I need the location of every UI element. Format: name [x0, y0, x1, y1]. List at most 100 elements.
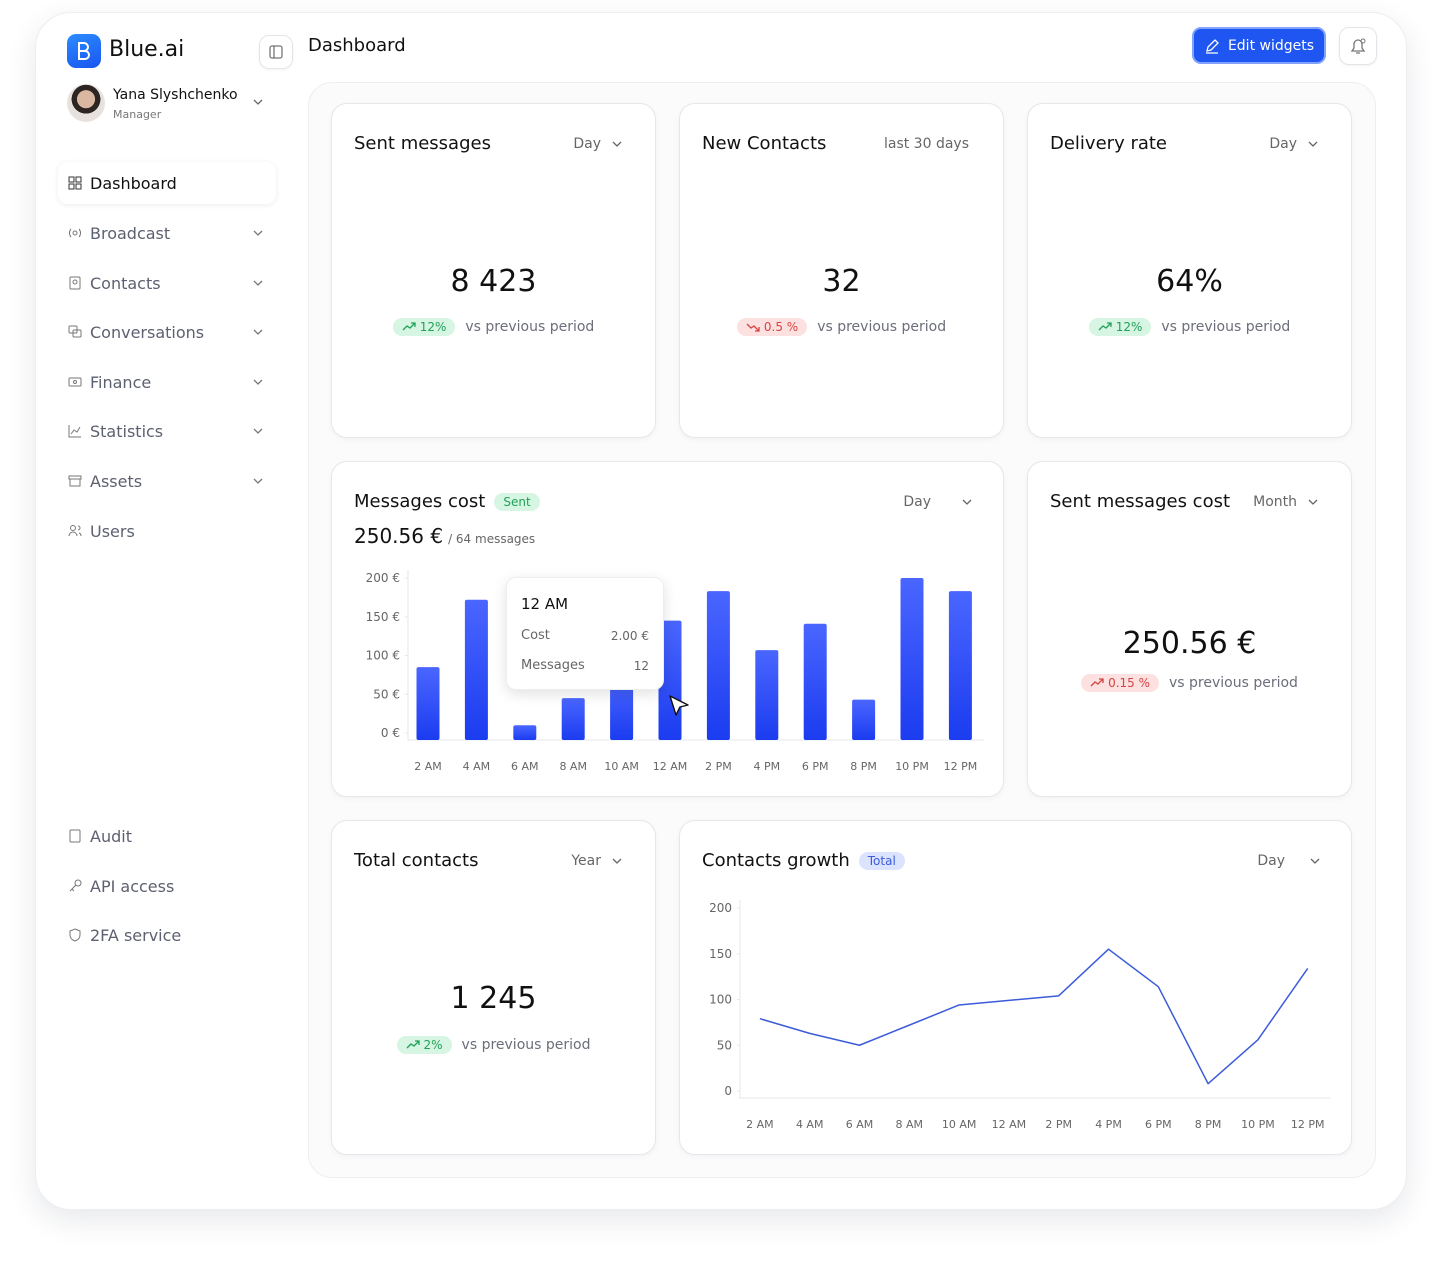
nav-icon: [69, 928, 81, 942]
widget-card: Messages cost Sent Day 250.56 € / 64 messa…: [331, 461, 1004, 797]
badge: Total: [858, 851, 905, 870]
nav-icon: [69, 879, 82, 892]
change-note: vs previous period: [465, 319, 595, 335]
cost-total: 250.56 €: [354, 524, 444, 548]
widget-title: Total contacts: [354, 850, 479, 871]
nav-item[interactable]: 2FA service: [58, 914, 276, 956]
nav-item[interactable]: Users: [58, 510, 276, 552]
period-label: Day: [1257, 853, 1285, 869]
tooltip-value: 12: [633, 659, 649, 673]
nav-label: Dashboard: [90, 173, 177, 193]
change-row: 12% vs previous period: [332, 318, 655, 336]
metric-value: 64%: [1156, 264, 1223, 299]
change-note: vs previous period: [461, 1037, 591, 1053]
widget-title: Contacts growth Total: [702, 850, 905, 871]
period-label: Day: [573, 136, 601, 152]
change-pill: 0.15 %: [1081, 674, 1159, 692]
nav-label: API access: [90, 876, 175, 896]
widget-card: Sent messages Day 8 423 12% vs previous p…: [331, 103, 656, 438]
change-note: vs previous period: [1161, 319, 1291, 335]
change-pill: 0.5 %: [736, 318, 808, 336]
widget-title: Delivery rate: [1050, 133, 1167, 154]
nav-icon: [68, 475, 82, 487]
user-menu-chevron[interactable]: [252, 96, 264, 108]
trend-down-icon: [746, 323, 760, 332]
user-role: Manager: [113, 108, 162, 121]
notifications-button[interactable]: [1339, 27, 1377, 65]
metric-value: 8 423: [450, 264, 537, 299]
avatar: [67, 84, 105, 122]
nav-item[interactable]: Contacts: [58, 262, 276, 304]
nav-item[interactable]: API access: [58, 865, 276, 907]
widget-title: Sent messages cost: [1050, 491, 1230, 512]
change-row: 2% vs previous period: [332, 1036, 655, 1054]
widget-title: Sent messages: [354, 133, 491, 154]
trend-up-icon: [406, 1040, 420, 1049]
chevron: [1310, 858, 1320, 864]
nav-label: Broadcast: [90, 223, 171, 243]
change-row: 0.5 % vs previous period: [680, 318, 1003, 336]
nav-item[interactable]: Broadcast: [58, 212, 276, 254]
period-select[interactable]: Year: [571, 853, 623, 869]
widget-title: New Contacts: [702, 133, 826, 154]
tooltip-title: 12 AM: [521, 595, 569, 613]
chevron: [253, 329, 263, 335]
title-text: New Contacts: [702, 133, 827, 154]
metric-value: 1 245: [450, 981, 537, 1016]
collapse-button[interactable]: [259, 35, 293, 69]
title-text: Contacts growth: [702, 850, 850, 871]
chevron: [962, 499, 972, 505]
chevron: [253, 478, 263, 484]
change-pill: 12%: [392, 318, 456, 336]
nav-icon: [68, 525, 82, 537]
nav-icon: [68, 425, 81, 438]
widget-card: Delivery rate Day 64% 12% vs previous per…: [1027, 103, 1352, 438]
nav-item[interactable]: Finance: [58, 361, 276, 403]
chevron: [253, 379, 263, 385]
logo: [67, 34, 101, 68]
chevron: [612, 858, 622, 864]
widget-card: Contacts growth Total Day: [679, 820, 1352, 1155]
widget-card: Sent messages cost Month 250.56 € 0.15 %…: [1027, 461, 1352, 797]
nav-label: Assets: [90, 471, 143, 491]
nav-icon: [68, 176, 82, 190]
change-row: 12% vs previous period: [1028, 318, 1351, 336]
change-value: 2%: [423, 1038, 443, 1052]
change-pill: 2%: [396, 1036, 452, 1054]
title-text: Delivery rate: [1050, 133, 1167, 154]
title-text: Sent messages: [354, 133, 491, 154]
pen-icon: [1205, 38, 1219, 54]
period-select[interactable]: Day: [903, 494, 973, 510]
period-select[interactable]: Day: [573, 136, 623, 152]
period-select[interactable]: Month: [1253, 494, 1319, 510]
tooltip-key: Cost: [521, 628, 550, 643]
chevron: [253, 280, 263, 286]
period-label: Month: [1253, 494, 1297, 510]
nav-item[interactable]: Conversations: [58, 311, 276, 353]
chevron: [612, 141, 622, 147]
nav-label: Contacts: [90, 273, 161, 293]
nav-item[interactable]: Statistics: [58, 410, 276, 452]
nav-label: 2FA service: [90, 925, 182, 945]
trend-up-icon: [1090, 678, 1104, 687]
nav-item[interactable]: Assets: [58, 460, 276, 502]
user-name: Yana Slyshchenko: [113, 87, 238, 103]
change-value: 12%: [419, 320, 447, 334]
edit-widgets-button[interactable]: Edit widgets: [1192, 27, 1326, 64]
period-select[interactable]: Day: [1257, 853, 1321, 869]
cost-summary: 250.56 € / 64 messages: [354, 524, 535, 548]
nav-icon: [68, 325, 82, 338]
widget-card: Total contacts Year 1 245 2% vs previous …: [331, 820, 656, 1155]
period-label: Year: [571, 853, 601, 869]
cost-subtotal: / 64 messages: [448, 532, 536, 546]
change-row: 0.15 % vs previous period: [1028, 674, 1351, 692]
chevron: [1308, 499, 1318, 505]
period-label: Day: [903, 494, 931, 510]
period-select[interactable]: Day: [1269, 136, 1319, 152]
nav-item[interactable]: Audit: [58, 815, 276, 857]
trend-up-icon: [402, 322, 416, 331]
logo-icon: [78, 42, 90, 60]
nav-item[interactable]: Dashboard: [58, 162, 276, 204]
nav-icon: [69, 276, 81, 290]
change-note: vs previous period: [1169, 675, 1298, 691]
